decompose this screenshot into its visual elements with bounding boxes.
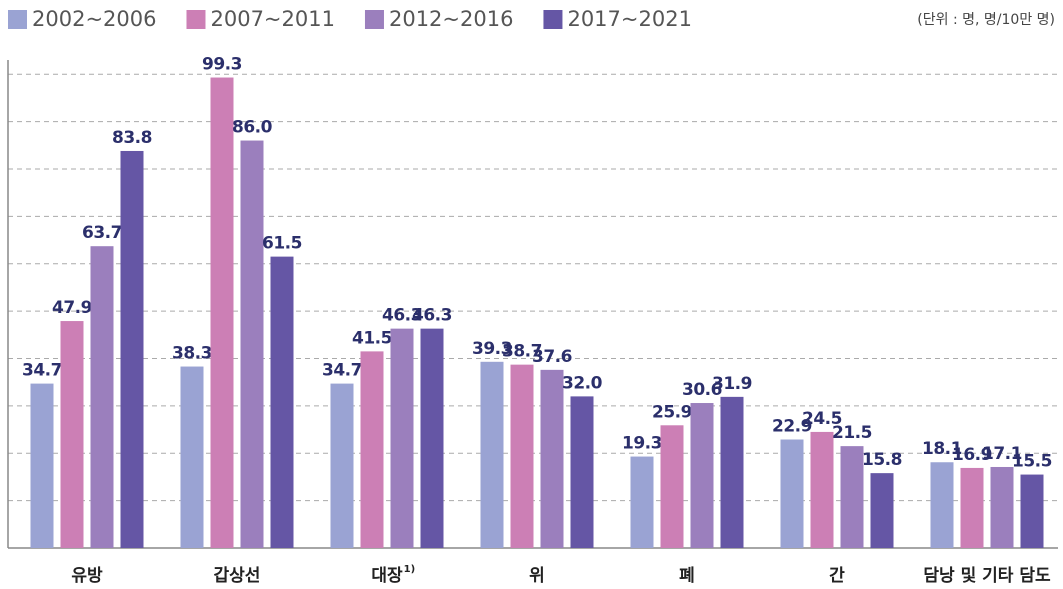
bar	[420, 328, 444, 548]
legend-swatch	[186, 10, 206, 29]
bar	[840, 446, 864, 548]
value-label: 41.5	[352, 328, 392, 348]
bar	[390, 328, 414, 548]
value-label: 39.3	[472, 339, 512, 359]
value-label: 46.3	[382, 306, 422, 326]
bar	[630, 456, 654, 548]
x-tick-label: 대장	[371, 566, 403, 586]
value-label: 17.1	[982, 444, 1022, 464]
value-label: 34.7	[322, 361, 362, 381]
bar	[480, 361, 504, 548]
legend-swatch	[543, 10, 563, 29]
x-tick-label: 폐	[679, 566, 695, 586]
x-tick-label: 간	[829, 566, 845, 586]
value-label: 37.6	[532, 347, 572, 367]
x-tick-label: 담낭 및 기타 담도	[923, 566, 1051, 586]
bar	[180, 366, 204, 548]
bar	[720, 396, 744, 548]
x-tick-superscript: 1)	[404, 564, 416, 575]
legend-swatch	[8, 10, 27, 29]
bar	[780, 439, 804, 548]
x-tick-label: 유방	[71, 566, 103, 586]
value-label: 16.9	[952, 445, 992, 465]
value-label: 21.5	[832, 423, 872, 443]
bar	[90, 246, 114, 548]
x-tick-label: 갑상선	[214, 566, 261, 586]
bar	[540, 369, 564, 548]
bar	[330, 383, 354, 548]
legend-label: 2002~2006	[32, 7, 156, 31]
value-label: 86.0	[232, 118, 273, 138]
value-label: 15.5	[1012, 452, 1052, 472]
value-label: 15.8	[862, 450, 902, 470]
value-label: 47.9	[52, 298, 92, 318]
bar	[960, 467, 984, 548]
value-label: 99.3	[202, 55, 242, 75]
bar	[690, 403, 714, 548]
bar	[1020, 474, 1044, 548]
value-label: 38.3	[172, 344, 212, 364]
value-label: 24.5	[802, 409, 842, 429]
bar	[360, 351, 384, 548]
value-label: 63.7	[82, 223, 122, 243]
value-label: 31.9	[712, 374, 752, 394]
bar	[990, 466, 1014, 548]
value-label: 30.6	[682, 380, 722, 400]
legend-label: 2007~2011	[210, 7, 334, 31]
legend-swatch	[364, 10, 384, 29]
legend-label: 2017~2021	[567, 7, 691, 31]
value-label: 34.7	[22, 361, 62, 381]
bar	[660, 425, 684, 548]
bar	[60, 321, 84, 548]
bar	[240, 140, 264, 548]
value-label: 61.5	[262, 234, 302, 254]
value-label: 25.9	[652, 402, 692, 422]
x-tick-label: 위	[529, 566, 545, 586]
bar	[30, 383, 54, 548]
unit-note: (단위 : 명, 명/10만 명)	[917, 12, 1055, 28]
legend-label: 2012~2016	[389, 7, 513, 31]
bar	[510, 364, 534, 548]
value-label: 19.3	[622, 434, 662, 454]
value-label: 22.9	[772, 417, 812, 437]
value-label: 83.8	[112, 128, 152, 148]
value-label: 32.0	[562, 373, 603, 393]
bar	[930, 462, 954, 548]
bar	[870, 473, 894, 548]
bar	[570, 396, 594, 548]
bar	[270, 256, 294, 548]
value-label: 38.7	[502, 342, 542, 362]
bar	[120, 150, 144, 549]
value-label: 46.3	[412, 306, 452, 326]
bar	[210, 77, 234, 549]
bar	[810, 431, 834, 548]
value-label: 18.1	[922, 439, 962, 459]
